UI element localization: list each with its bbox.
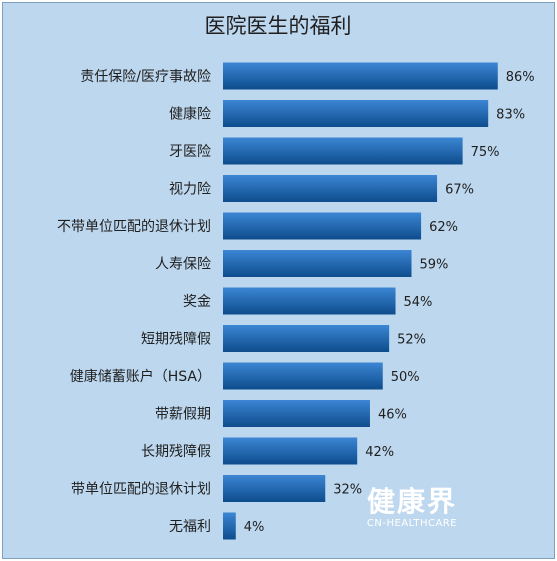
bar bbox=[223, 287, 396, 315]
category-label: 健康储蓄账户（HSA） bbox=[70, 368, 211, 385]
bars-group: 责任保险/医疗事故险 86% 健康险 83% 牙医险 75% 视力险 67% 不带单位匹配的退休… bbox=[57, 62, 535, 540]
value-label: 54% bbox=[404, 295, 433, 310]
category-label: 责任保险/医疗事故险 bbox=[80, 69, 211, 85]
value-label: 83% bbox=[496, 108, 525, 123]
category-label: 短期残障假 bbox=[141, 332, 211, 348]
value-label: 86% bbox=[506, 70, 535, 85]
bar bbox=[223, 212, 422, 240]
value-label: 52% bbox=[397, 333, 426, 348]
bar bbox=[223, 100, 489, 127]
bar bbox=[223, 175, 438, 202]
watermark: 健康界 CN-HEALTHCARE bbox=[367, 485, 457, 529]
value-label: 62% bbox=[429, 220, 458, 235]
category-label: 奖金 bbox=[183, 293, 211, 310]
value-label: 4% bbox=[244, 520, 265, 535]
category-label: 视力险 bbox=[169, 182, 211, 198]
category-label: 带薪假期 bbox=[155, 407, 211, 423]
bar bbox=[223, 437, 358, 465]
bar bbox=[223, 250, 412, 277]
category-label: 不带单位匹配的退休计划 bbox=[57, 219, 211, 235]
bar bbox=[223, 325, 390, 352]
watermark-sub: CN-HEALTHCARE bbox=[367, 518, 457, 529]
bar bbox=[223, 362, 383, 390]
value-label: 59% bbox=[420, 258, 449, 273]
category-label: 人寿保险 bbox=[155, 256, 211, 273]
value-label: 46% bbox=[378, 408, 407, 423]
watermark-main: 健康界 bbox=[367, 485, 457, 518]
value-label: 67% bbox=[445, 183, 474, 198]
bar bbox=[223, 137, 463, 165]
bar bbox=[223, 400, 370, 427]
bar bbox=[223, 475, 326, 502]
value-label: 32% bbox=[333, 483, 362, 498]
bar bbox=[223, 62, 498, 90]
category-label: 牙医险 bbox=[169, 144, 211, 160]
bar-chart: 医院医生的福利 责任保险/医疗事故险 86% 健康险 83% 牙医险 75% 视力险 67% 不… bbox=[57, 14, 535, 540]
chart-title: 医院医生的福利 bbox=[205, 14, 352, 38]
category-label: 带单位匹配的退休计划 bbox=[71, 482, 211, 498]
category-label: 长期残障假 bbox=[141, 444, 211, 460]
bar bbox=[223, 512, 236, 540]
category-label: 健康险 bbox=[169, 106, 211, 123]
value-label: 50% bbox=[391, 370, 420, 385]
category-label: 无福利 bbox=[169, 519, 211, 535]
value-label: 42% bbox=[365, 445, 394, 460]
value-label: 75% bbox=[471, 145, 500, 160]
